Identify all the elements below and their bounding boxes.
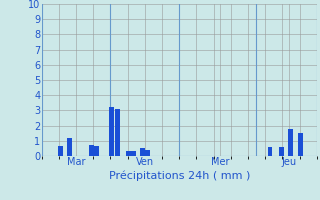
- Bar: [288, 129, 293, 156]
- X-axis label: Précipitations 24h ( mm ): Précipitations 24h ( mm ): [108, 170, 250, 181]
- Bar: [268, 147, 273, 156]
- Bar: [94, 146, 99, 156]
- Bar: [140, 148, 145, 156]
- Bar: [67, 138, 72, 156]
- Bar: [109, 107, 114, 156]
- Bar: [89, 145, 94, 156]
- Bar: [298, 133, 303, 156]
- Bar: [145, 150, 150, 156]
- Bar: [58, 146, 63, 156]
- Bar: [115, 109, 120, 156]
- Bar: [126, 151, 131, 156]
- Bar: [278, 147, 284, 156]
- Bar: [131, 151, 136, 156]
